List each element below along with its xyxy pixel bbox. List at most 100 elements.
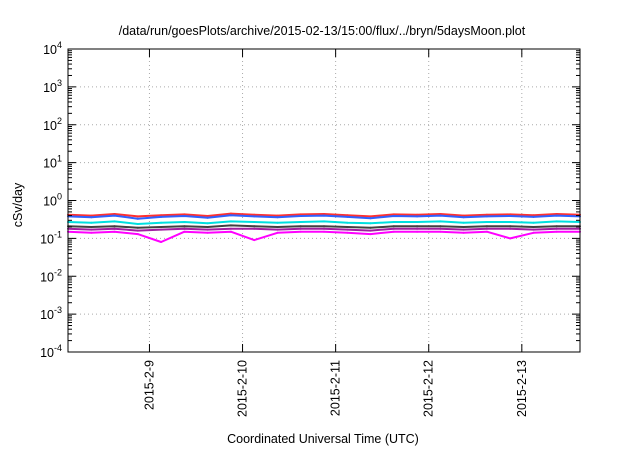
data-point — [160, 215, 163, 218]
data-point — [346, 221, 349, 224]
data-point — [183, 213, 186, 216]
data-point — [229, 214, 232, 217]
data-point — [183, 215, 186, 217]
data-point — [555, 214, 558, 217]
data-point — [253, 239, 256, 242]
data-point — [416, 221, 419, 223]
data-point — [416, 225, 419, 228]
y-tick-label: 102 — [43, 116, 62, 133]
data-point — [392, 221, 395, 223]
data-point — [90, 231, 93, 234]
data-point — [416, 215, 419, 218]
data-point — [392, 215, 395, 217]
data-point — [90, 228, 93, 231]
data-point — [136, 229, 139, 232]
data-point — [532, 221, 535, 224]
data-point — [532, 214, 535, 217]
axis-ticks — [68, 48, 580, 353]
data-point — [229, 227, 232, 230]
data-point — [299, 227, 302, 230]
series-line-6 — [67, 230, 580, 243]
data-point — [392, 230, 395, 233]
data-point — [183, 225, 186, 228]
data-point — [113, 227, 116, 230]
data-point — [299, 215, 302, 217]
data-point — [136, 217, 139, 220]
data-point — [555, 230, 558, 233]
data-point — [229, 220, 232, 223]
data-point — [299, 225, 302, 228]
data-point — [90, 214, 93, 217]
data-point — [485, 221, 488, 223]
data-point — [160, 221, 163, 224]
data-point — [532, 228, 535, 231]
data-point — [276, 216, 279, 219]
data-point — [555, 225, 558, 228]
data-point — [113, 220, 116, 223]
data-point — [113, 214, 116, 217]
data-point — [206, 216, 209, 219]
y-tick-label: 10-4 — [40, 343, 62, 360]
data-point — [439, 214, 442, 217]
data-point — [392, 213, 395, 216]
data-point — [555, 220, 558, 223]
x-tick-label: 2015-2-9 — [142, 360, 156, 410]
data-point — [276, 228, 279, 231]
data-point — [206, 228, 209, 231]
data-point — [462, 214, 465, 217]
data-point — [369, 215, 372, 218]
data-point — [160, 226, 163, 228]
x-tick-label: 2015-2-11 — [329, 360, 343, 416]
data-point — [253, 215, 256, 218]
x-tick-label: 2015-2-13 — [515, 360, 529, 417]
data-point — [160, 228, 163, 231]
y-axis-label: cSv/day — [11, 182, 25, 227]
data-point — [206, 222, 209, 225]
x-tick-labels: 2015-2-9 2015-2-10 2015-2-11 2015-2-12 2015-… — [142, 360, 528, 417]
data-point — [323, 227, 325, 230]
data-point — [113, 230, 116, 233]
data-point — [323, 225, 325, 228]
data-point — [276, 214, 279, 217]
data-point — [183, 227, 186, 230]
data-point — [183, 221, 186, 223]
data-point — [113, 225, 116, 228]
data-point — [462, 221, 465, 224]
data-point — [369, 217, 372, 220]
data-point — [136, 233, 139, 236]
y-tick-label: 103 — [43, 78, 62, 95]
y-tick-label: 10-1 — [40, 229, 62, 246]
data-point — [439, 230, 442, 233]
data-point — [136, 223, 139, 225]
data-point — [229, 212, 232, 215]
x-axis-label: Coordinated Universal Time (UTC) — [227, 432, 419, 446]
x-tick-label: 2015-2-10 — [236, 360, 250, 417]
y-tick-label: 10-2 — [40, 267, 62, 284]
y-tick-label: 104 — [43, 40, 62, 57]
y-tick-label: 101 — [43, 154, 62, 171]
data-point — [229, 230, 232, 233]
data-point — [555, 227, 558, 230]
data-point — [462, 231, 465, 234]
data-point — [532, 226, 535, 228]
data-point — [485, 225, 488, 228]
data-point — [439, 227, 442, 230]
data-point — [206, 231, 209, 234]
data-point — [113, 213, 116, 215]
data-point — [509, 227, 512, 230]
y-tick-label: 100 — [43, 192, 62, 209]
data-point — [323, 213, 325, 215]
data-point — [439, 225, 442, 228]
data-point — [369, 226, 372, 229]
data-point — [369, 229, 372, 232]
data-point — [392, 225, 395, 228]
data-point — [206, 215, 209, 217]
grid-lines — [68, 49, 580, 352]
data-point — [509, 225, 512, 228]
data-point — [416, 230, 419, 233]
data-point — [509, 221, 512, 223]
data-point — [439, 213, 442, 215]
data-point — [555, 213, 558, 215]
data-point — [206, 226, 209, 228]
data-point — [90, 221, 93, 224]
